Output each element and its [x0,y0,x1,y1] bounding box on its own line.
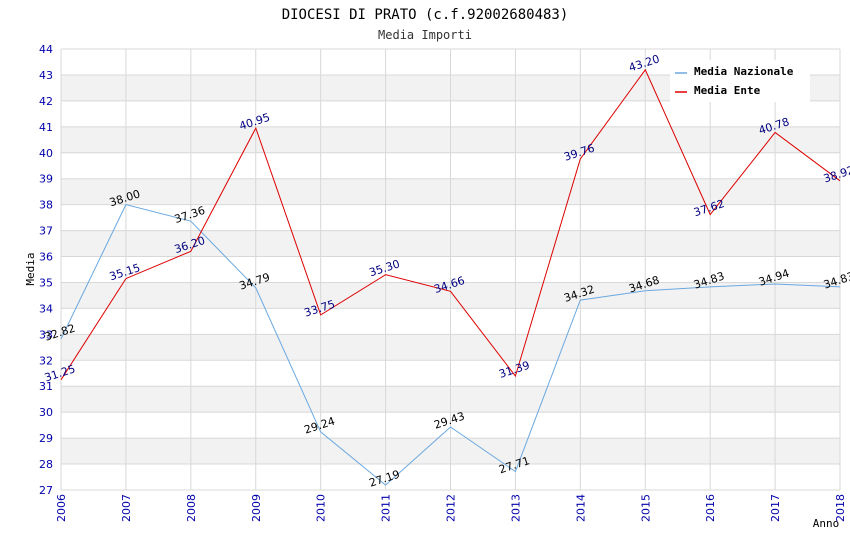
data-label: 29.24 [303,415,337,437]
y-tick-label: 32 [39,354,53,367]
x-axis-ticks: 2006 2007 2008 2009 2010 2011 2012 2013 2014 2015… [55,494,847,522]
y-tick-label: 38 [39,199,53,212]
data-label: 34.83 [822,270,850,292]
x-axis-label: Anno [813,517,840,530]
data-label: 37.36 [173,204,207,226]
x-tick-label: 2007 [120,494,133,522]
series-line-media-nazionale [60,204,841,486]
x-tick-label: 2017 [769,494,782,522]
data-label: 27.19 [368,468,402,490]
data-label: 35.30 [368,257,402,279]
data-labels: 32.8238.0037.3634.7929.2427.1929.4327.71… [43,52,850,489]
y-tick-label: 29 [39,432,53,445]
y-tick-label: 36 [39,251,53,264]
data-label: 31.39 [497,359,531,381]
legend-box [670,60,810,102]
y-tick-label: 27 [39,484,53,497]
y-axis-label: Media [24,252,37,285]
x-tick-label: 2015 [639,494,652,522]
series-line-media-ente [60,68,841,381]
legend-label-media-ente: Media Ente [694,84,761,97]
data-label: 38.92 [822,163,850,185]
y-tick-label: 41 [39,121,53,134]
y-tick-label: 34 [39,302,53,315]
x-tick-label: 2010 [315,494,328,522]
x-tick-label: 2009 [250,494,263,522]
y-tick-label: 33 [39,328,53,341]
y-tick-label: 40 [39,147,53,160]
x-tick-label: 2018 [834,494,847,522]
y-tick-label: 37 [39,225,53,238]
legend-label-media-nazionale: Media Nazionale [694,65,794,78]
y-tick-label: 31 [39,380,53,393]
y-tick-label: 39 [39,173,53,186]
y-tick-label: 28 [39,458,53,471]
y-tick-label: 43 [39,69,53,82]
y-tick-label: 30 [39,406,53,419]
x-tick-label: 2011 [380,494,393,522]
y-axis-ticks: 27 28 29 30 31 32 33 34 35 36 37 38 39 40 41 42 43 44 [39,43,53,497]
x-tick-label: 2012 [445,494,458,522]
chart-subtitle: Media Importi [378,28,472,42]
series-group [60,68,841,486]
x-tick-label: 2016 [704,494,717,522]
x-tick-label: 2014 [574,494,587,522]
y-tick-label: 42 [39,95,53,108]
x-tick-label: 2008 [185,494,198,522]
x-tick-label: 2013 [509,494,522,522]
y-tick-label: 35 [39,276,53,289]
chart-title: DIOCESI DI PRATO (c.f.92002680483) [282,7,569,23]
y-tick-label: 44 [39,43,53,56]
x-tick-label: 2006 [55,494,68,522]
legend: Media Nazionale Media Ente [670,60,810,102]
